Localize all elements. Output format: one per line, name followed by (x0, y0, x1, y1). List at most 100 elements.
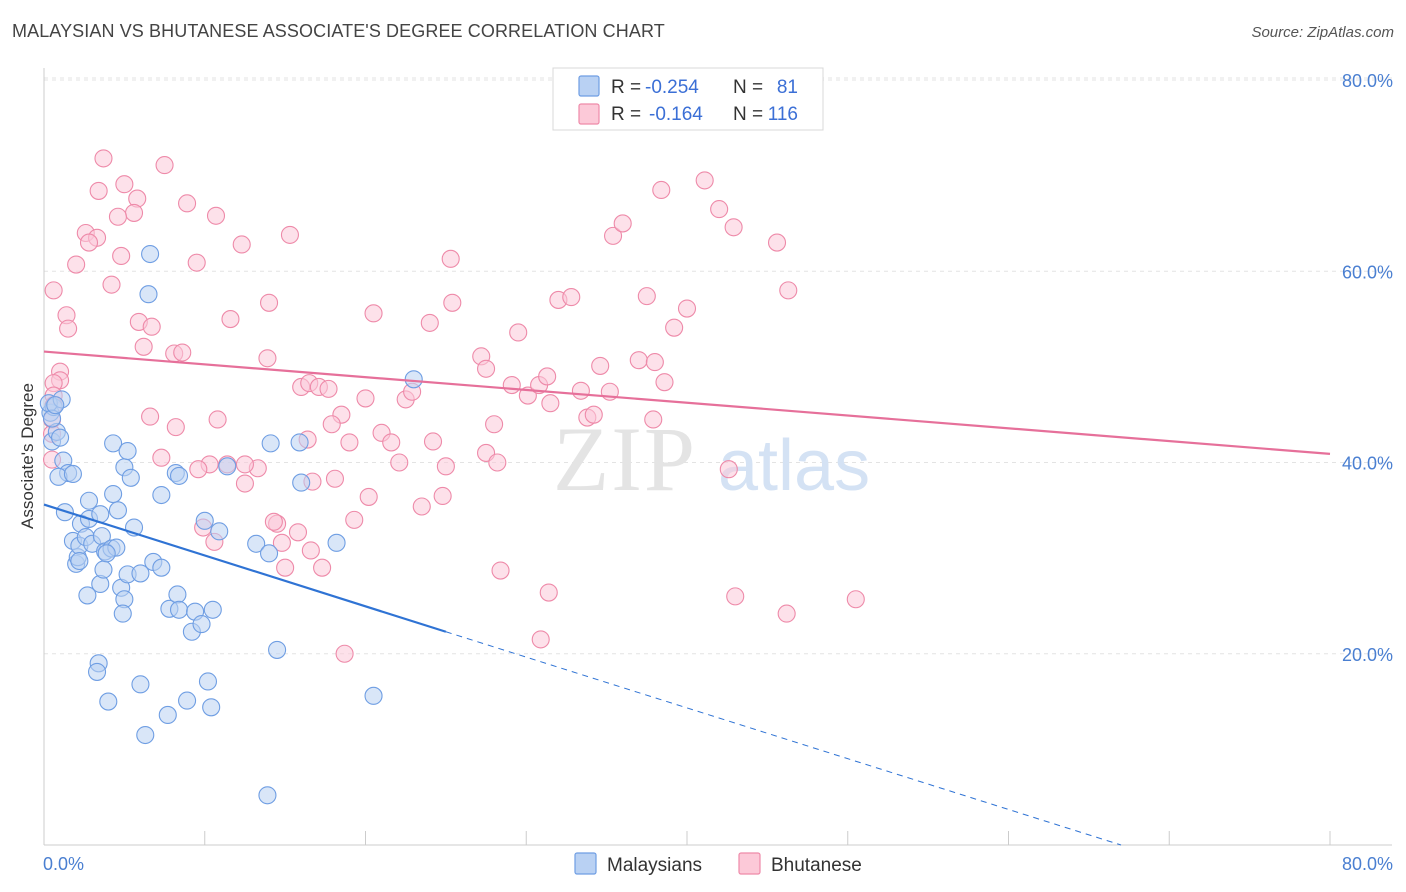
point-bhutanese-114 (539, 583, 558, 602)
point-malaysians-77 (46, 396, 65, 415)
bottom-legend-swatch-malaysians (574, 852, 597, 875)
point-malaysians-61 (268, 640, 287, 659)
point-malaysians-74 (139, 285, 158, 304)
point-bhutanese-7 (124, 203, 144, 222)
point-bhutanese-102 (644, 410, 663, 429)
point-bhutanese-101 (645, 353, 664, 372)
point-bhutanese-66 (189, 460, 208, 479)
point-malaysians-52 (210, 522, 229, 541)
point-bhutanese-109 (767, 233, 787, 252)
point-bhutanese-120 (364, 304, 383, 323)
point-bhutanese-4 (178, 194, 197, 213)
watermark-zip: ZIP (553, 408, 697, 510)
point-malaysians-40 (152, 558, 171, 577)
point-bhutanese-28 (258, 349, 277, 368)
point-bhutanese-60 (272, 533, 291, 552)
point-malaysians-27 (104, 485, 123, 504)
bottom-legend-label-bhutanese: Bhutanese (771, 855, 862, 876)
point-bhutanese-79 (477, 359, 496, 378)
point-bhutanese-73 (264, 512, 283, 531)
point-bhutanese-119 (420, 313, 439, 332)
point-malaysians-64 (202, 698, 221, 717)
point-bhutanese-97 (604, 226, 623, 245)
point-bhutanese-47 (382, 433, 401, 452)
stats-legend: R = -0.254 N = 81 R = -0.164 N = 116 (552, 67, 824, 131)
y-tick-label-60: 60.0% (1342, 262, 1393, 282)
point-malaysians-32 (121, 468, 140, 487)
point-bhutanese-100 (637, 287, 656, 306)
point-bhutanese-106 (695, 171, 714, 190)
bottom-legend-label-malaysians: Malaysians (607, 855, 702, 876)
point-bhutanese-27 (173, 343, 192, 362)
series-legend: Malaysians Bhutanese (574, 852, 862, 876)
point-bhutanese-16 (67, 255, 86, 274)
point-bhutanese-115 (531, 630, 550, 649)
point-bhutanese-75 (276, 558, 295, 577)
point-bhutanese-42 (322, 415, 341, 434)
point-bhutanese-17 (102, 275, 121, 294)
x-axis-ticks (43, 831, 1331, 845)
point-malaysians-63 (178, 691, 197, 710)
point-bhutanese-52 (433, 486, 452, 506)
point-bhutanese-0 (94, 149, 113, 168)
point-malaysians-73 (141, 244, 160, 264)
point-malaysians-71 (364, 686, 383, 705)
point-malaysians-78 (108, 501, 127, 520)
point-bhutanese-53 (412, 497, 431, 516)
point-bhutanese-67 (208, 410, 227, 429)
point-bhutanese-11 (280, 225, 299, 244)
point-bhutanese-44 (340, 433, 359, 452)
watermark-atlas: atlas (718, 426, 870, 506)
point-malaysians-43 (169, 466, 189, 485)
point-bhutanese-56 (325, 469, 345, 488)
point-bhutanese-14 (112, 246, 131, 265)
point-bhutanese-77 (390, 453, 409, 472)
point-bhutanese-58 (288, 523, 308, 542)
point-bhutanese-107 (710, 200, 729, 219)
point-malaysians-62 (198, 672, 218, 691)
point-bhutanese-69 (141, 407, 160, 426)
point-bhutanese-85 (509, 323, 528, 342)
point-bhutanese-117 (441, 249, 460, 268)
point-malaysians-38 (131, 564, 150, 583)
point-malaysians-66 (131, 675, 150, 694)
chart-source: Source: ZipAtlas.com (1251, 24, 1394, 41)
legend-swatch-malaysians (578, 75, 600, 97)
point-bhutanese-89 (541, 394, 560, 413)
point-bhutanese-92 (571, 381, 590, 400)
point-bhutanese-15 (187, 253, 206, 272)
y-tick-label-40: 40.0% (1342, 454, 1393, 474)
point-bhutanese-108 (724, 218, 743, 237)
point-bhutanese-105 (677, 299, 697, 318)
point-malaysians-29 (104, 434, 123, 453)
legend-n-value-bhutanese: 116 (768, 104, 798, 125)
legend-n-label-bhutanese: N = (733, 104, 763, 125)
point-bhutanese-88 (538, 367, 557, 386)
point-bhutanese-24 (221, 310, 240, 329)
point-bhutanese-21 (59, 319, 78, 338)
point-malaysians-57 (290, 433, 309, 452)
point-malaysians-75 (51, 428, 70, 447)
point-bhutanese-112 (777, 604, 796, 623)
legend-swatch-bhutanese (578, 103, 600, 125)
point-bhutanese-110 (779, 281, 798, 300)
point-malaysians-45 (168, 585, 187, 604)
legend-n-label-malaysians: N = (733, 77, 763, 98)
legend-r-value-malaysians: -0.254 (645, 77, 699, 98)
point-bhutanese-3 (89, 181, 108, 200)
point-bhutanese-2 (115, 175, 134, 194)
x-tick-label-max: 80.0% (1342, 854, 1393, 874)
point-bhutanese-82 (488, 453, 507, 472)
legend-r-label-malaysians: R = (611, 77, 641, 98)
point-malaysians-55 (259, 544, 279, 563)
point-malaysians-53 (218, 457, 237, 476)
bottom-legend-swatch-bhutanese (738, 852, 761, 875)
y-axis-title: Associate's Degree (18, 383, 37, 529)
point-malaysians-18 (79, 491, 99, 510)
y-tick-labels: 20.0% 40.0% 60.0% 80.0% (1342, 71, 1393, 665)
point-bhutanese-118 (443, 293, 462, 312)
point-bhutanese-84 (502, 375, 521, 395)
point-bhutanese-121 (652, 180, 671, 200)
point-bhutanese-19 (44, 281, 63, 300)
